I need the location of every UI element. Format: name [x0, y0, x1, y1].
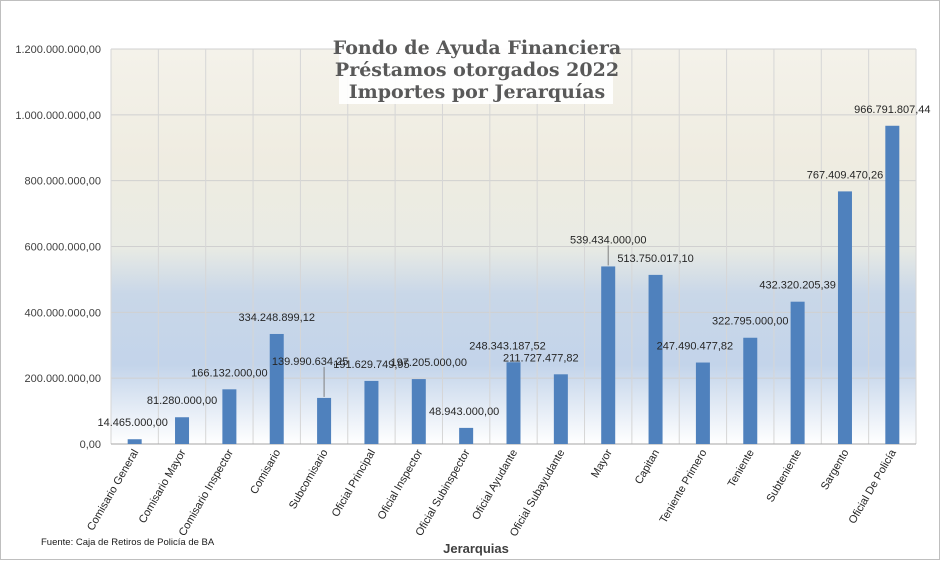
y-tick-label: 800.000.000,00 [25, 176, 101, 188]
bar [175, 417, 190, 444]
bar [127, 439, 142, 444]
data-label: 334.248.899,12 [239, 312, 315, 324]
y-axis-ticks: 0,00 200.000.000,00 400.000.000,00 600.000.… [15, 44, 101, 451]
bars [127, 125, 900, 444]
source-note: Fuente: Caja de Retiros de Policía de BA [41, 537, 215, 548]
x-tick-label: Teniente Primero [658, 448, 710, 526]
x-axis-title: Jerarquias [443, 541, 509, 556]
y-tick-label: 200.000.000,00 [25, 373, 101, 385]
bar [459, 427, 474, 444]
y-tick-label: 400.000.000,00 [25, 307, 101, 319]
bar [222, 389, 237, 444]
x-tick-label: Mayor [589, 447, 615, 480]
bar [269, 333, 284, 444]
data-label: 322.795.000,00 [712, 316, 788, 328]
x-tick-label: Oficial De Policía [847, 447, 900, 526]
data-label: 539.434.000,00 [570, 234, 646, 246]
bar [411, 379, 426, 444]
y-tick-label: 1.000.000.000,00 [15, 110, 101, 122]
data-label: 966.791.807,44 [854, 104, 930, 116]
x-tick-label: Oficial Subayudante [508, 448, 568, 539]
bar [885, 125, 900, 444]
x-tick-label: Subteniente [764, 448, 804, 505]
x-tick-label: Sargento [819, 448, 852, 493]
x-tick-label: Oficial Inspector [376, 447, 426, 522]
gridlines [110, 48, 917, 445]
x-tick-label: Oficial Principal [330, 448, 378, 520]
data-label: 247.490.477,82 [657, 341, 733, 353]
bar [648, 274, 663, 444]
bar [790, 301, 805, 444]
data-label: 248.343.187,52 [469, 340, 545, 352]
bar [601, 266, 616, 444]
x-tick-label: Comisario General [85, 448, 141, 533]
title-line-3: Importes por Jerarquías [349, 81, 605, 103]
bar [317, 397, 332, 444]
bar [743, 337, 758, 444]
data-label: 211.727.477,82 [503, 352, 579, 364]
chart-title: Fondo de Ayuda Financiera Préstamos otor… [333, 34, 621, 104]
x-tick-label: Oficial Ayudante [470, 448, 520, 523]
x-tick-label: Capitan [633, 448, 662, 487]
x-tick-label: Teniente [726, 448, 757, 490]
data-label: 432.320.205,39 [759, 280, 835, 292]
bar [553, 374, 568, 444]
data-label: 767.409.470,26 [807, 169, 883, 181]
bar [837, 191, 852, 444]
title-line-1: Fondo de Ayuda Financiera [333, 37, 621, 59]
x-tick-label: Oficial Subinspector [413, 447, 472, 538]
data-label: 191.629.749,95 [333, 359, 409, 371]
y-tick-label: 1.200.000.000,00 [15, 44, 101, 56]
bar [695, 362, 710, 444]
data-label: 197.205.000,00 [391, 357, 467, 369]
data-label: 14.465.000,00 [97, 417, 167, 429]
x-tick-label: Comisario Mayor [137, 447, 189, 525]
title-line-2: Préstamos otorgados 2022 [335, 59, 619, 81]
data-label: 513.750.017,10 [617, 253, 693, 265]
data-label: 48.943.000,00 [429, 406, 499, 418]
bar [364, 380, 379, 444]
x-tick-label: Comisario Inspector [177, 447, 236, 538]
x-tick-label: Comisario [248, 448, 283, 497]
data-label: 81.280.000,00 [147, 395, 217, 407]
data-labels: 14.465.000,00 81.280.000,00 166.132.000,00… [97, 104, 930, 429]
data-label: 139.990.634,25 [272, 356, 348, 368]
bar [506, 362, 521, 444]
y-tick-label: 600.000.000,00 [25, 242, 101, 254]
x-tick-label: Subcomisario [287, 448, 331, 512]
y-tick-label: 0,00 [80, 439, 101, 451]
data-label: 166.132.000,00 [191, 367, 267, 379]
